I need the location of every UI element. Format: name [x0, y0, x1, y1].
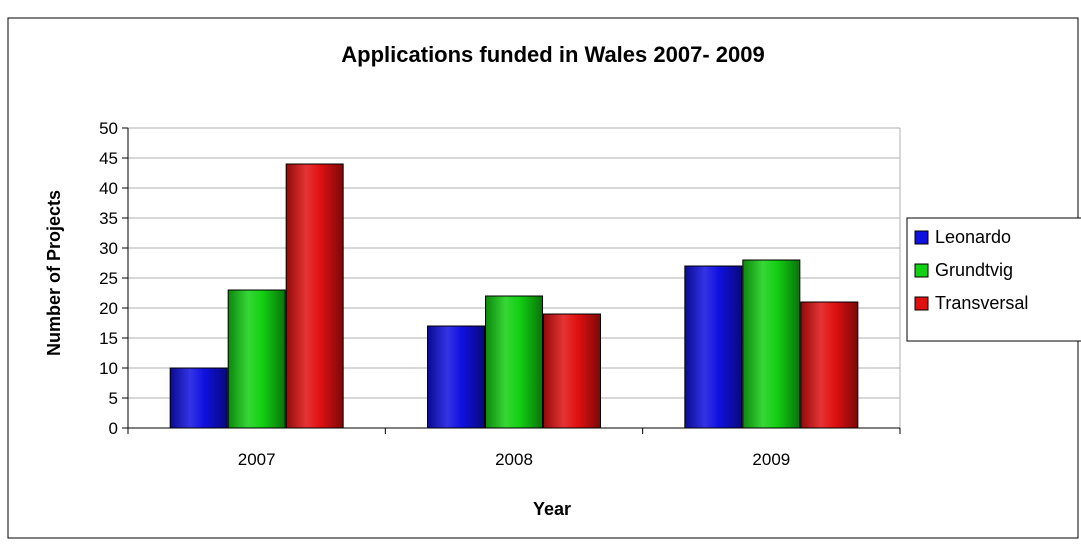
bar-grundtvig-2009 [742, 259, 801, 429]
y-tick-label: 0 [109, 419, 118, 438]
y-tick-label: 20 [99, 299, 118, 318]
y-tick-label: 15 [99, 329, 118, 348]
bar-transversal-2008 [543, 313, 601, 429]
legend-swatch-grundtvig [914, 263, 929, 278]
bar-leonardo-2008 [427, 325, 485, 429]
y-tick-label: 25 [99, 269, 118, 288]
y-tick-label: 45 [99, 149, 118, 168]
bar-leonardo-2009 [684, 265, 743, 429]
y-axis-title: Number of Projects [44, 190, 64, 356]
y-tick-label: 5 [109, 389, 118, 408]
legend-swatch-leonardo [914, 230, 929, 245]
legend: Leonardo Grundtvig Transversal [906, 217, 1081, 342]
y-tick-label: 40 [99, 179, 118, 198]
bar-grundtvig-2007 [227, 289, 286, 429]
bar-transversal-2009 [800, 301, 859, 429]
x-tick-label-2009: 2009 [752, 450, 790, 469]
y-tick-label: 50 [99, 119, 118, 138]
x-axis-title: Year [533, 499, 571, 519]
bar-transversal-2007 [285, 163, 344, 429]
legend-label-transversal: Transversal [935, 293, 1028, 313]
legend-swatch-transversal [914, 296, 929, 311]
y-tick-label: 10 [99, 359, 118, 378]
legend-box [906, 217, 1081, 342]
plot-area: 0 5 10 15 20 25 30 35 40 45 50 2007 2008 2009 [99, 119, 901, 469]
y-tick-label: 35 [99, 209, 118, 228]
x-tick-label-2007: 2007 [238, 450, 276, 469]
legend-label-grundtvig: Grundtvig [935, 260, 1013, 280]
bar-grundtvig-2008 [485, 295, 543, 429]
chart-title: Applications funded in Wales 2007- 2009 [341, 42, 764, 67]
bar-leonardo-2007 [169, 367, 228, 429]
y-tick-label: 30 [99, 239, 118, 258]
legend-label-leonardo: Leonardo [935, 227, 1011, 247]
x-tick-label-2008: 2008 [495, 450, 533, 469]
